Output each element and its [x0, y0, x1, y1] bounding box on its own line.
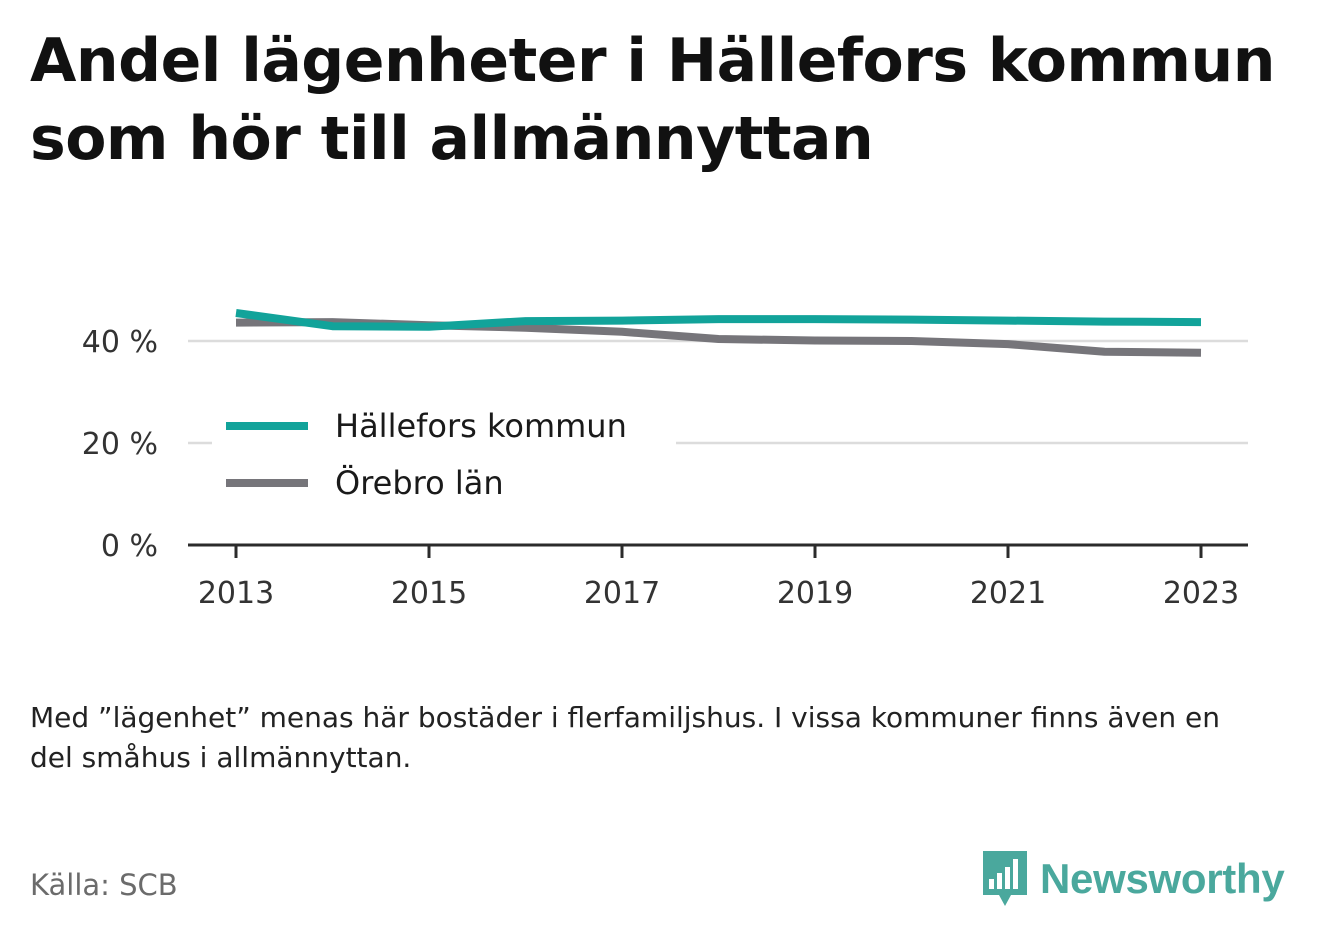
y-axis-tick-labels: 0 % 20 % 40 %	[82, 325, 158, 564]
legend: Hällefors kommun Örebro län	[212, 400, 676, 512]
y-tick-label: 40 %	[82, 325, 158, 360]
brand-logo: Newsworthy	[980, 848, 1285, 910]
x-axis: 2013 2015 2017 2019 2021 2023	[188, 543, 1248, 611]
x-tick-label: 2021	[970, 576, 1046, 611]
legend-entry: Örebro län	[335, 464, 504, 502]
chart-title: Andel lägenheter i Hällefors kommun som …	[30, 26, 1275, 174]
series-lines	[235, 309, 1202, 357]
x-tick-label: 2023	[1163, 576, 1239, 611]
y-tick-label: 0 %	[101, 529, 158, 564]
bar-chart-speech-bubble-icon	[983, 851, 1027, 906]
x-tick-label: 2013	[198, 576, 274, 611]
legend-background	[212, 400, 676, 512]
x-tick-label: 2019	[777, 576, 853, 611]
x-tick-label: 2015	[391, 576, 467, 611]
footnote: Med ”lägenhet” menas här bostäder i fler…	[30, 701, 1220, 774]
y-tick-label: 20 %	[82, 427, 158, 462]
source-label: Källa: SCB	[30, 868, 178, 902]
brand-name: Newsworthy	[1040, 855, 1285, 902]
x-tick-label: 2017	[584, 576, 660, 611]
series-line	[235, 309, 1202, 331]
legend-entry: Hällefors kommun	[335, 407, 627, 445]
